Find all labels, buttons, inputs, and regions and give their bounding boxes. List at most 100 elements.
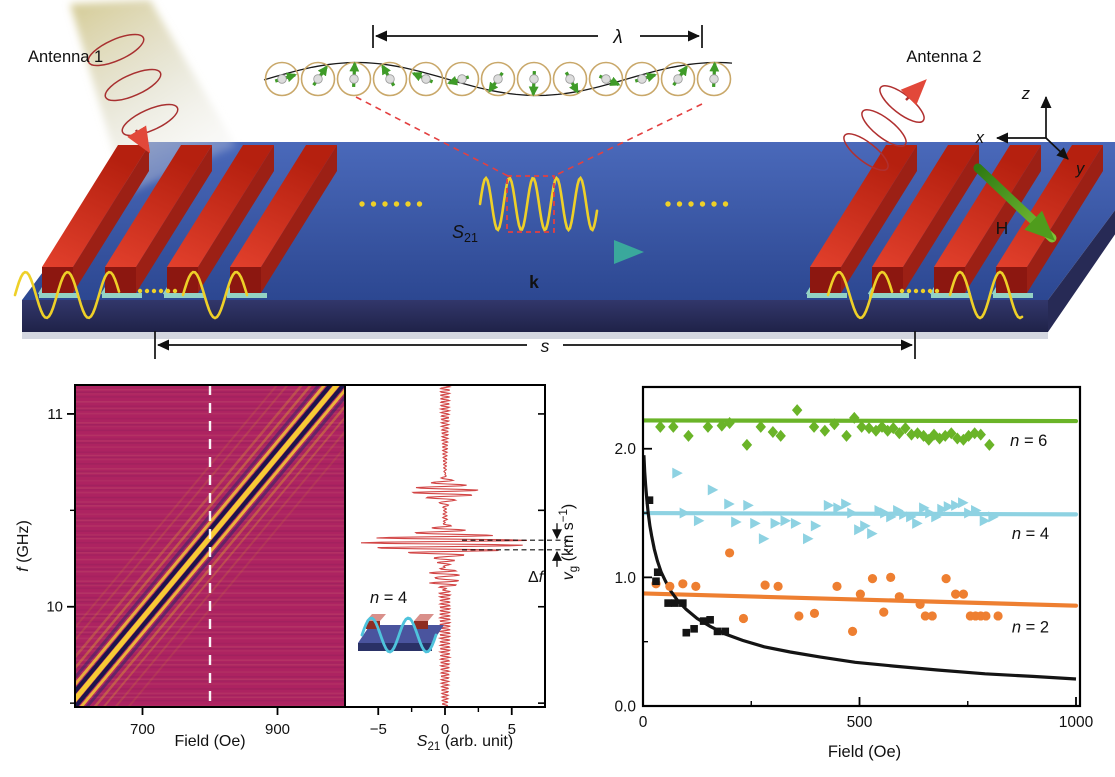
ellipsis-dot: [172, 288, 178, 294]
trace-xlabel: S21 (arb. unit): [417, 733, 513, 753]
inset-mode-wave: [360, 616, 438, 654]
scatter-point: [678, 579, 688, 589]
series-n=2: [651, 548, 1003, 636]
scatter-point: [653, 568, 662, 577]
scatter-point: [879, 607, 889, 617]
scatter-point: [867, 528, 878, 540]
electrode-top-face: [42, 145, 149, 267]
scatter-point: [738, 613, 749, 624]
scatter-point: [706, 616, 714, 624]
spin-precession-site: [336, 61, 372, 97]
front-face-spinwaves: [13, 270, 1024, 320]
lambda-dimension: [372, 25, 703, 48]
x-tick-label: −5: [370, 721, 387, 738]
scatter-point: [699, 617, 708, 625]
scatter-point: [920, 611, 930, 621]
spin-precession-site: [264, 61, 300, 97]
scatter-point: [679, 507, 691, 519]
s-label: s: [541, 336, 550, 356]
x-tick-label: 900: [265, 721, 290, 738]
dispersion-band-stripe: [84, 394, 345, 707]
scatter-frame: [641, 385, 1082, 708]
ellipsis-dot: [906, 288, 912, 294]
scatter-point: [900, 422, 911, 435]
axis-y-label: y: [1075, 160, 1086, 178]
inset-antenna-front: [414, 621, 428, 629]
scatter-point: [971, 504, 982, 516]
ellipsis-dot: [405, 201, 411, 207]
precession-ring: [408, 61, 444, 97]
electrode-top-face: [996, 145, 1103, 267]
antenna2-rf-coil: [843, 79, 927, 171]
label-part: f: [15, 566, 32, 572]
label-part: = 4: [379, 589, 407, 607]
scatter-point: [724, 417, 735, 430]
scatter-point: [964, 507, 975, 519]
antenna1-arrow: [127, 125, 151, 154]
dispersion-band-stripe: [102, 415, 345, 707]
scatter-point: [847, 626, 858, 636]
ellipsis-dot: [137, 288, 143, 294]
electrode-top-face: [810, 145, 917, 267]
scatter-point: [928, 428, 940, 441]
scatter-point: [780, 515, 792, 527]
scatter-point: [760, 580, 770, 590]
scatter-point: [665, 581, 675, 591]
spin-ball: [313, 74, 323, 84]
scatter-point: [963, 429, 974, 442]
spin-ball: [493, 74, 503, 84]
scatter-point: [832, 581, 842, 591]
spin-precession-site: [444, 61, 480, 97]
spin-precession-site: [552, 61, 588, 97]
series-lowest-modedata: [645, 496, 730, 637]
dispersion-band-stripe: [75, 385, 289, 642]
scatter-point: [841, 498, 852, 510]
ellipsis-dot: [913, 288, 919, 294]
ellipsis-dot: [393, 201, 400, 207]
label-part: (km s: [560, 522, 577, 566]
label-part: g: [568, 566, 580, 572]
scatter-point: [912, 427, 923, 440]
dispersion-band-stripe: [75, 385, 327, 687]
ellipsis-dot: [359, 201, 365, 207]
electrode-bar: [867, 145, 979, 298]
precession-ring: [264, 61, 300, 97]
spin-ball: [385, 74, 395, 84]
s21-sub: 21: [464, 231, 478, 245]
scatter-point: [988, 511, 999, 523]
antenna2-arrow: [900, 79, 927, 106]
front-spinwave: [826, 270, 894, 320]
precession-ring: [660, 61, 696, 97]
scatter-point: [943, 501, 955, 513]
scatter-point: [671, 599, 679, 607]
scatter-point: [937, 503, 948, 515]
scatter-point: [652, 577, 660, 586]
scatter-point: [794, 611, 804, 621]
scatter-point: [645, 496, 654, 504]
label-part: v: [560, 571, 577, 580]
scatter-point: [791, 404, 803, 417]
ellipsis-dot: [158, 288, 164, 294]
scatter-point: [819, 424, 831, 437]
dispersion-band-stripe: [75, 385, 321, 680]
scatter-point: [867, 574, 878, 584]
scatter-point: [951, 499, 962, 511]
inset-antenna-front: [366, 621, 380, 629]
scatter-point: [915, 599, 925, 609]
front-spinwave: [948, 270, 1024, 320]
inset-antenna-top: [414, 614, 434, 621]
scatter-point: [880, 507, 891, 519]
label-part: f: [539, 569, 545, 586]
front-spinwave: [13, 270, 121, 320]
zoom-dashed-links: [355, 96, 703, 233]
s21-label: S21: [452, 222, 478, 245]
scatter-point: [773, 581, 783, 591]
scatter-point: [958, 497, 969, 509]
scatter-xlabel: Field (Oe): [828, 743, 901, 761]
scatter-point: [860, 520, 871, 532]
electrode-bar: [162, 145, 274, 298]
electrode-front-face: [810, 267, 841, 293]
y-tick-label: 0.0: [614, 699, 636, 716]
